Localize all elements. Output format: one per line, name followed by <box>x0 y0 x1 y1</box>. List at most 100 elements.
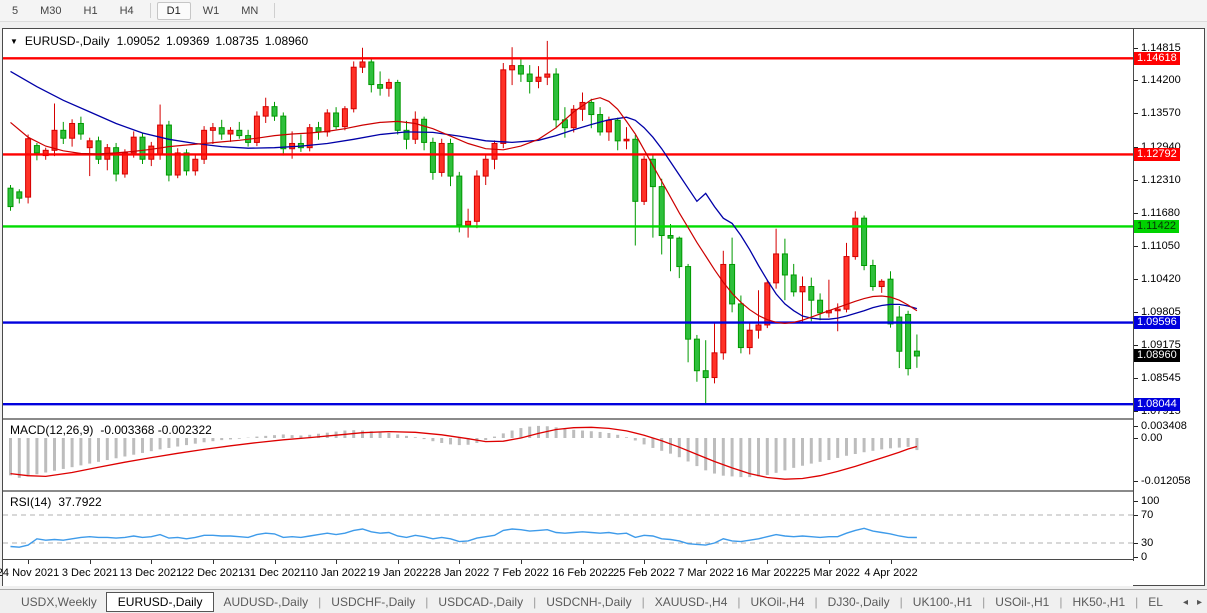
tab-separator: | <box>641 594 645 609</box>
rsi-value: 37.7922 <box>58 495 102 509</box>
timeframe-button-h1[interactable]: H1 <box>74 2 108 20</box>
tab-separator: | <box>982 594 986 609</box>
tab-scroll-right-icon[interactable]: ▸ <box>1196 596 1202 608</box>
time-axis-label: 19 Jan 2022 <box>367 567 429 579</box>
time-axis-label: 25 Mar 2022 <box>798 567 860 579</box>
axis-tick-mark <box>1134 515 1138 516</box>
time-axis-tick-mark <box>90 560 91 564</box>
axis-tick-mark <box>1134 279 1138 280</box>
axis-tick-mark <box>1134 147 1138 148</box>
tab-separator: | <box>899 594 903 609</box>
chart-tab-uk100-h1[interactable]: UK100-,H1 <box>912 594 973 609</box>
macd-values: -0.003368 -0.002322 <box>100 423 212 437</box>
price-axis-divider <box>1133 29 1134 561</box>
macd-axis-tick: 0.00 <box>1141 432 1163 444</box>
time-axis[interactable]: 24 Nov 2021 3 Dec 2021 13 Dec 2021 22 Dec 2… <box>0 560 1133 586</box>
time-axis-label: 16 Mar 2022 <box>736 567 798 579</box>
chart-tab-usdchf-daily[interactable]: USDCHF-,Daily <box>331 594 416 609</box>
rsi-axis-tick: 30 <box>1141 537 1154 549</box>
toolbar-separator <box>149 3 151 18</box>
current-price-badge: 1.08960 <box>1134 349 1180 362</box>
timeframe-button-d1[interactable]: D1 <box>156 1 191 20</box>
price-axis-tick: 1.09175 <box>1141 339 1181 351</box>
price-axis-tick: 1.09805 <box>1141 306 1181 318</box>
timeframe-button-w1[interactable]: W1 <box>193 2 230 20</box>
time-axis-tick-mark <box>521 560 522 564</box>
chart-tab-audusd-daily[interactable]: AUDUSD-,Daily <box>223 594 309 609</box>
chart-tab-dj30-daily[interactable]: DJ30-,Daily <box>827 594 890 609</box>
tab-separator: | <box>1059 594 1063 609</box>
rsi-axis-tick: 0 <box>1141 551 1148 563</box>
time-axis-tick-mark <box>706 560 707 564</box>
price-axis-tick: 1.10420 <box>1141 273 1181 285</box>
price-axis-tick: 1.11050 <box>1141 240 1180 252</box>
rsi-label-row: RSI(14) 37.7922 <box>10 495 102 509</box>
axis-tick-mark <box>1134 438 1138 439</box>
axis-tick-mark <box>1134 113 1138 114</box>
time-axis-tick-mark <box>583 560 584 564</box>
chart-tab-bar: USDX,Weekly EURUSD-,Daily AUDUSD-,Daily | US… <box>0 589 1207 613</box>
chart-tab-ukoil-h4[interactable]: UKOil-,H4 <box>750 594 805 609</box>
price-axis-tick: 1.11680 <box>1141 207 1180 219</box>
axis-tick-mark <box>1134 557 1138 558</box>
price-line-badge: 1.09596 <box>1134 316 1180 329</box>
time-axis-tick-mark <box>891 560 892 564</box>
macd-axis-tick: 0.003408 <box>1141 420 1187 432</box>
time-axis-label: 7 Mar 2022 <box>678 567 734 579</box>
timeframe-button-5[interactable]: 5 <box>2 2 28 20</box>
time-axis-label: 28 Jan 2022 <box>428 567 490 579</box>
time-axis-label: 4 Apr 2022 <box>864 567 918 579</box>
chart-symbol-label: EURUSD-,Daily <box>24 34 110 48</box>
chart-tab-usdcad-daily[interactable]: USDCAD-,Daily <box>438 594 524 609</box>
chart-tab-usdcnh-daily[interactable]: USDCNH-,Daily <box>546 594 632 609</box>
macd-axis-tick: -0.012058 <box>1141 475 1191 487</box>
time-axis-label: 16 Feb 2022 <box>552 567 614 579</box>
price-axis-tick: 1.13570 <box>1141 107 1181 119</box>
panel-divider <box>3 559 1204 560</box>
panel-divider[interactable] <box>3 418 1204 420</box>
price-axis-tick: 1.08545 <box>1141 372 1181 384</box>
time-axis-tick-mark <box>213 560 214 564</box>
chart-tab-el[interactable]: EL <box>1148 594 1163 609</box>
price-axis[interactable]: 1.14815 1.14200 1.13570 1.12940 1.12310 1.116… <box>1134 29 1204 563</box>
macd-indicator-chart[interactable] <box>3 420 1133 490</box>
ohlc-low: 1.08735 <box>215 34 259 48</box>
chart-title-bar: ▼ EURUSD-,Daily 1.09052 1.09369 1.08735 … <box>10 34 308 48</box>
time-axis-tick-mark <box>28 560 29 564</box>
chart-tab-usdx-weekly[interactable]: USDX,Weekly <box>21 594 97 609</box>
tab-separator: | <box>814 594 818 609</box>
timeframe-button-h4[interactable]: H4 <box>110 2 144 20</box>
time-axis-tick-mark <box>644 560 645 564</box>
candlestick-chart[interactable] <box>3 29 1133 418</box>
axis-tick-mark <box>1134 345 1138 346</box>
macd-label-row: MACD(12,26,9) -0.003368 -0.002322 <box>10 423 212 437</box>
price-axis-tick: 1.12310 <box>1141 174 1181 186</box>
timeframe-toolbar: 5 M30 H1 H4 D1 W1 MN <box>0 0 1207 22</box>
chart-tab-xauusd-h4[interactable]: XAUUSD-,H4 <box>654 594 728 609</box>
axis-tick-mark <box>1134 481 1138 482</box>
chart-tab-eurusd-daily[interactable]: EURUSD-,Daily <box>105 591 215 612</box>
panel-divider[interactable] <box>3 490 1204 492</box>
symbol-dropdown-icon[interactable]: ▼ <box>10 36 18 46</box>
axis-tick-mark <box>1134 411 1138 412</box>
chart-tab-hk50-h1[interactable]: HK50-,H1 <box>1072 594 1126 609</box>
macd-name: MACD(12,26,9) <box>10 423 94 437</box>
rsi-indicator-chart[interactable] <box>3 492 1133 559</box>
rsi-axis-tick: 70 <box>1141 509 1154 521</box>
axis-tick-mark <box>1134 80 1138 81</box>
axis-tick-mark <box>1134 378 1138 379</box>
chart-tab-usoil-h1[interactable]: USOil-,H1 <box>995 594 1050 609</box>
time-axis-label: 25 Feb 2022 <box>613 567 675 579</box>
axis-tick-mark <box>1134 501 1138 502</box>
ohlc-high: 1.09369 <box>166 34 210 48</box>
time-axis-label: 10 Jan 2022 <box>305 567 367 579</box>
time-axis-tick-mark <box>459 560 460 564</box>
rsi-axis-tick: 100 <box>1141 495 1160 507</box>
axis-tick-mark <box>1134 246 1138 247</box>
timeframe-button-m30[interactable]: M30 <box>30 2 71 20</box>
tab-separator: | <box>1135 594 1139 609</box>
tab-scroll-left-icon[interactable]: ◂ <box>1182 596 1188 608</box>
toolbar-separator <box>274 3 276 18</box>
time-axis-label: 7 Feb 2022 <box>493 567 549 579</box>
timeframe-button-mn[interactable]: MN <box>231 2 268 20</box>
